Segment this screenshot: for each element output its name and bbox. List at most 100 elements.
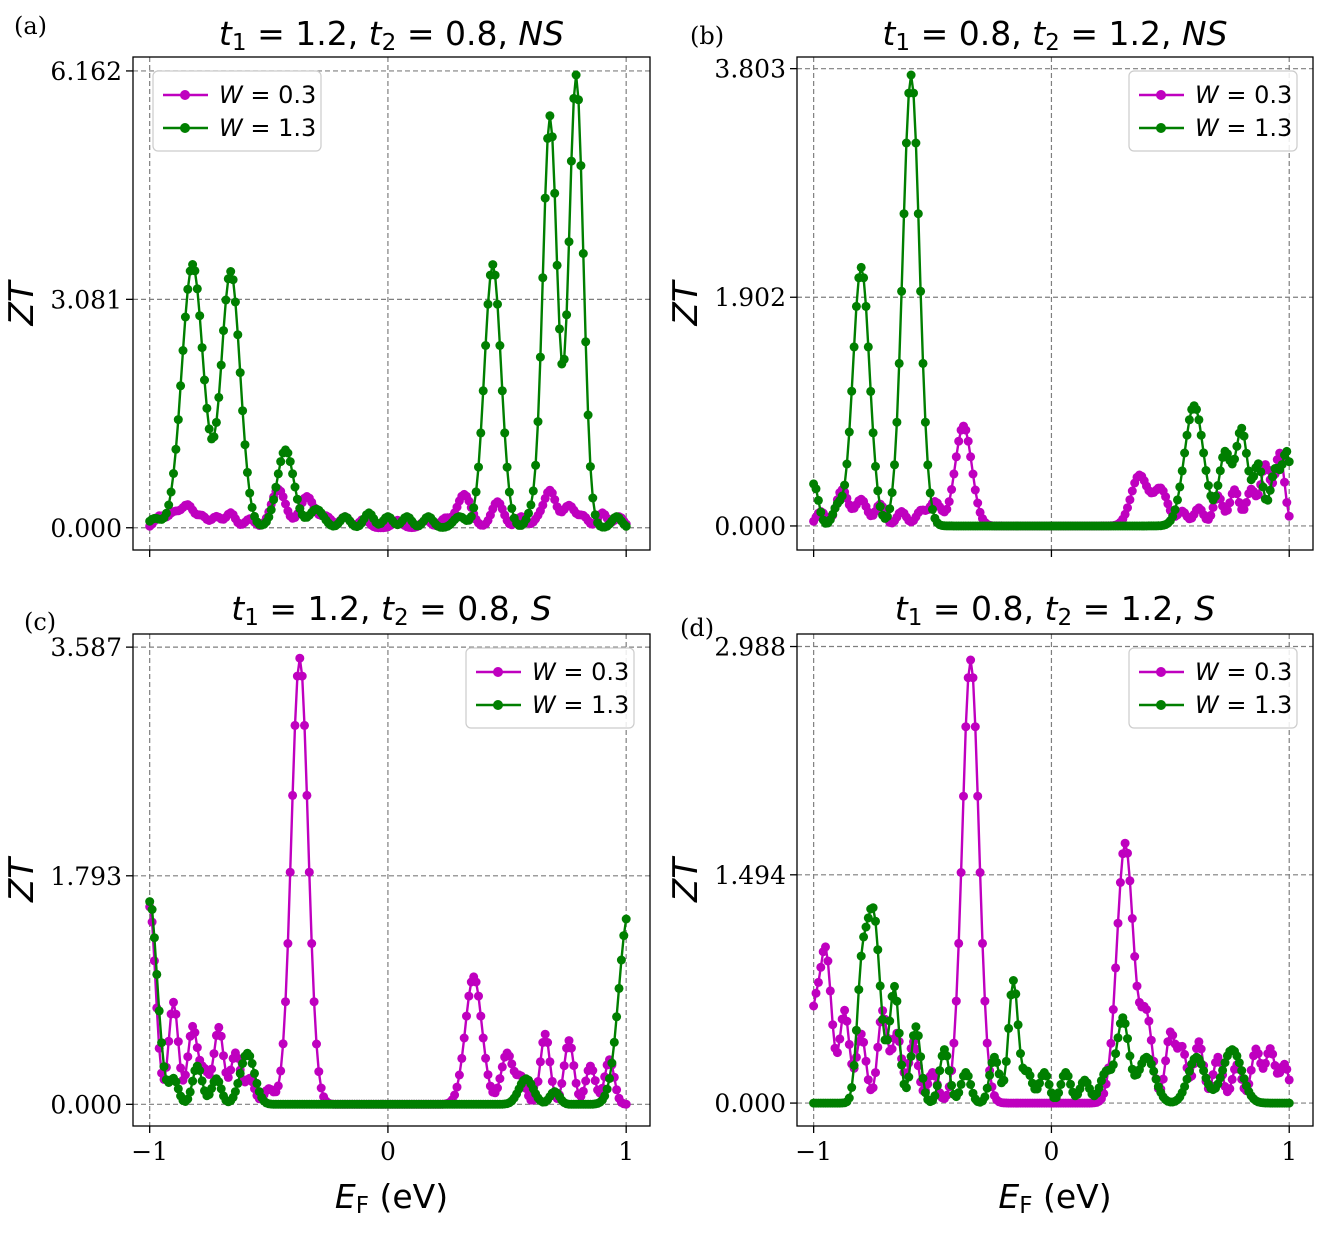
data-point: [1056, 1080, 1066, 1089]
y-tick-label: 3.081: [50, 285, 122, 314]
data-point: [500, 428, 510, 438]
data-point: [1284, 457, 1294, 467]
data-point: [314, 1067, 324, 1077]
data-point: [897, 1060, 907, 1070]
text-part: 2: [1045, 30, 1060, 56]
data-point: [235, 1068, 245, 1078]
data-point: [1260, 1058, 1270, 1068]
data-point: [152, 969, 162, 979]
y-tick-label: 0.000: [50, 514, 122, 543]
chart-title: t1 = 0.8, t2 = 1.2, S: [895, 589, 1215, 631]
data-point: [1192, 404, 1201, 414]
text-part: t: [1045, 589, 1059, 628]
text-part: 1: [232, 30, 247, 56]
data-point: [233, 1078, 243, 1088]
data-point: [600, 1091, 610, 1101]
data-point: [245, 488, 255, 498]
data-point: [1142, 1005, 1151, 1014]
text-part: t: [1032, 14, 1046, 53]
data-point: [295, 653, 305, 663]
data-point: [1113, 918, 1123, 928]
data-point: [176, 381, 186, 391]
data-point: [1256, 467, 1266, 477]
legend-marker: [1156, 700, 1166, 710]
data-point: [1182, 430, 1192, 440]
text-part: W: [1195, 658, 1220, 686]
data-point: [1170, 505, 1180, 515]
y-tick-label: 2.988: [714, 633, 786, 662]
data-point: [619, 931, 629, 941]
legend-marker: [1156, 667, 1166, 677]
data-point: [961, 722, 971, 732]
x-axis-label: EF (eV): [335, 1177, 448, 1219]
data-point: [925, 488, 935, 498]
data-point: [844, 1093, 854, 1103]
data-point: [866, 386, 876, 396]
data-point: [545, 111, 555, 121]
data-point: [882, 512, 892, 521]
data-point: [959, 791, 968, 801]
data-point: [474, 991, 483, 1001]
data-point: [273, 1081, 283, 1091]
data-point: [861, 922, 871, 932]
data-point: [1241, 448, 1251, 458]
data-point: [1201, 466, 1211, 475]
text-part: W: [219, 81, 244, 109]
data-point: [920, 417, 930, 427]
data-point: [968, 673, 978, 683]
data-point: [221, 295, 231, 305]
data-point: [252, 1078, 262, 1088]
data-point: [954, 938, 964, 948]
data-point: [1149, 1066, 1159, 1076]
data-point: [1258, 482, 1268, 492]
data-point: [214, 1022, 224, 1032]
data-point: [481, 1053, 491, 1063]
data-point: [1008, 976, 1018, 985]
data-point: [1063, 1071, 1073, 1081]
data-point: [970, 722, 980, 732]
data-point: [476, 1011, 486, 1021]
data-point: [978, 938, 987, 948]
data-point: [871, 1068, 880, 1078]
data-point: [980, 996, 990, 1006]
data-point: [1239, 1074, 1249, 1084]
data-point: [228, 275, 238, 285]
data-point: [166, 487, 176, 497]
data-point: [169, 469, 178, 478]
data-point: [963, 436, 973, 446]
data-point: [535, 1057, 545, 1067]
data-point: [844, 1039, 854, 1049]
data-point: [497, 386, 507, 396]
data-point: [621, 1099, 631, 1109]
data-point: [970, 485, 980, 495]
data-point: [164, 500, 174, 510]
data-point: [1168, 1030, 1178, 1040]
data-point: [216, 360, 226, 370]
data-point: [192, 1043, 202, 1053]
text-part: = 0.8,: [910, 14, 1032, 53]
data-point: [564, 237, 574, 247]
data-point: [1282, 498, 1292, 507]
data-point: [985, 1070, 995, 1080]
data-point: [1158, 1074, 1168, 1084]
data-point: [1208, 1070, 1218, 1080]
data-point: [283, 448, 293, 458]
text-part: W: [1195, 691, 1220, 719]
data-point: [283, 939, 293, 948]
data-point: [290, 482, 300, 492]
data-point: [1151, 1074, 1161, 1084]
text-part: = 0.3: [243, 81, 317, 109]
data-point: [578, 249, 588, 258]
data-point: [878, 1015, 888, 1024]
panel-label: (d): [680, 614, 714, 642]
data-point: [188, 1076, 198, 1086]
data-point: [219, 326, 228, 336]
data-point: [495, 1074, 505, 1084]
data-point: [1125, 876, 1135, 886]
data-point: [281, 997, 290, 1007]
y-axis-label: ZT: [666, 279, 706, 326]
data-point: [859, 273, 869, 283]
data-point: [1042, 1071, 1052, 1081]
data-point: [885, 504, 895, 514]
